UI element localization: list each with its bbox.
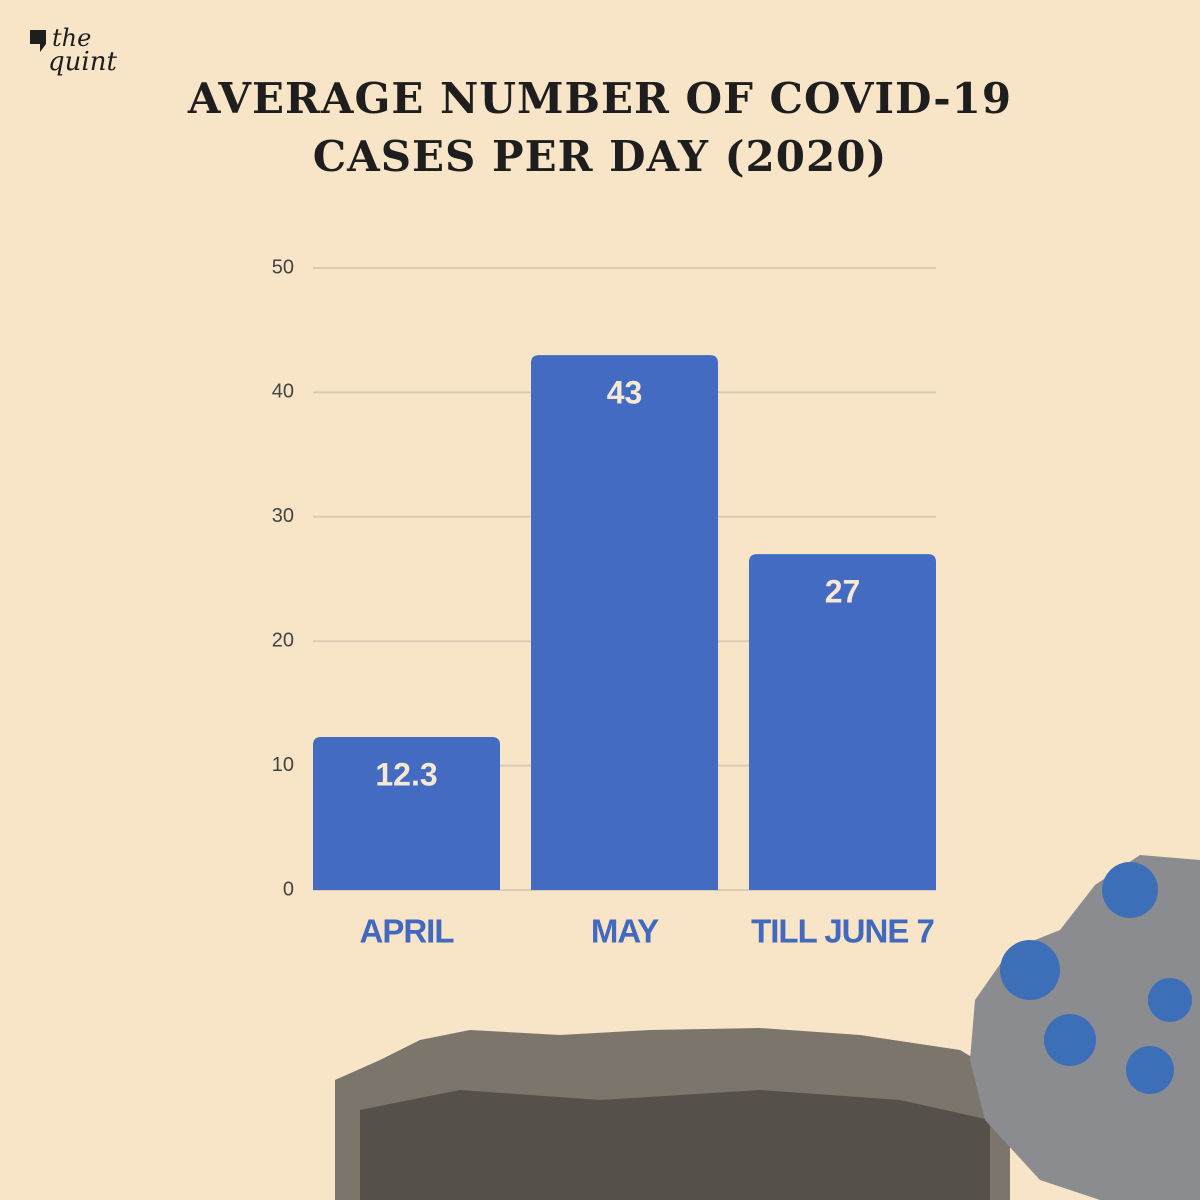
y-tick-label: 0 [283, 878, 294, 900]
bar [313, 736, 500, 890]
value-label: 43 [607, 375, 643, 411]
value-label: 12.3 [375, 756, 437, 792]
y-tick-label: 10 [272, 754, 294, 776]
x-tick-label: MAY [591, 913, 659, 950]
y-tick-label: 40 [272, 381, 294, 403]
x-tick-label: TILL JUNE 7 [751, 913, 934, 950]
y-tick-label: 50 [272, 256, 294, 278]
x-tick-label: APRIL [360, 913, 455, 950]
brand-text: quint [48, 47, 117, 77]
bar [749, 554, 936, 890]
y-tick-label: 30 [272, 505, 294, 527]
chart-title: AVERAGE NUMBER OF COVID-19 CASES PER DAY… [187, 74, 1013, 181]
brand-logo: the quint [28, 24, 117, 77]
logo-icon [30, 30, 46, 52]
decoration [335, 855, 1200, 1200]
bar [531, 355, 718, 891]
value-label: 27 [825, 574, 861, 610]
y-tick-label: 20 [272, 629, 294, 651]
brand-text: the [52, 24, 92, 52]
